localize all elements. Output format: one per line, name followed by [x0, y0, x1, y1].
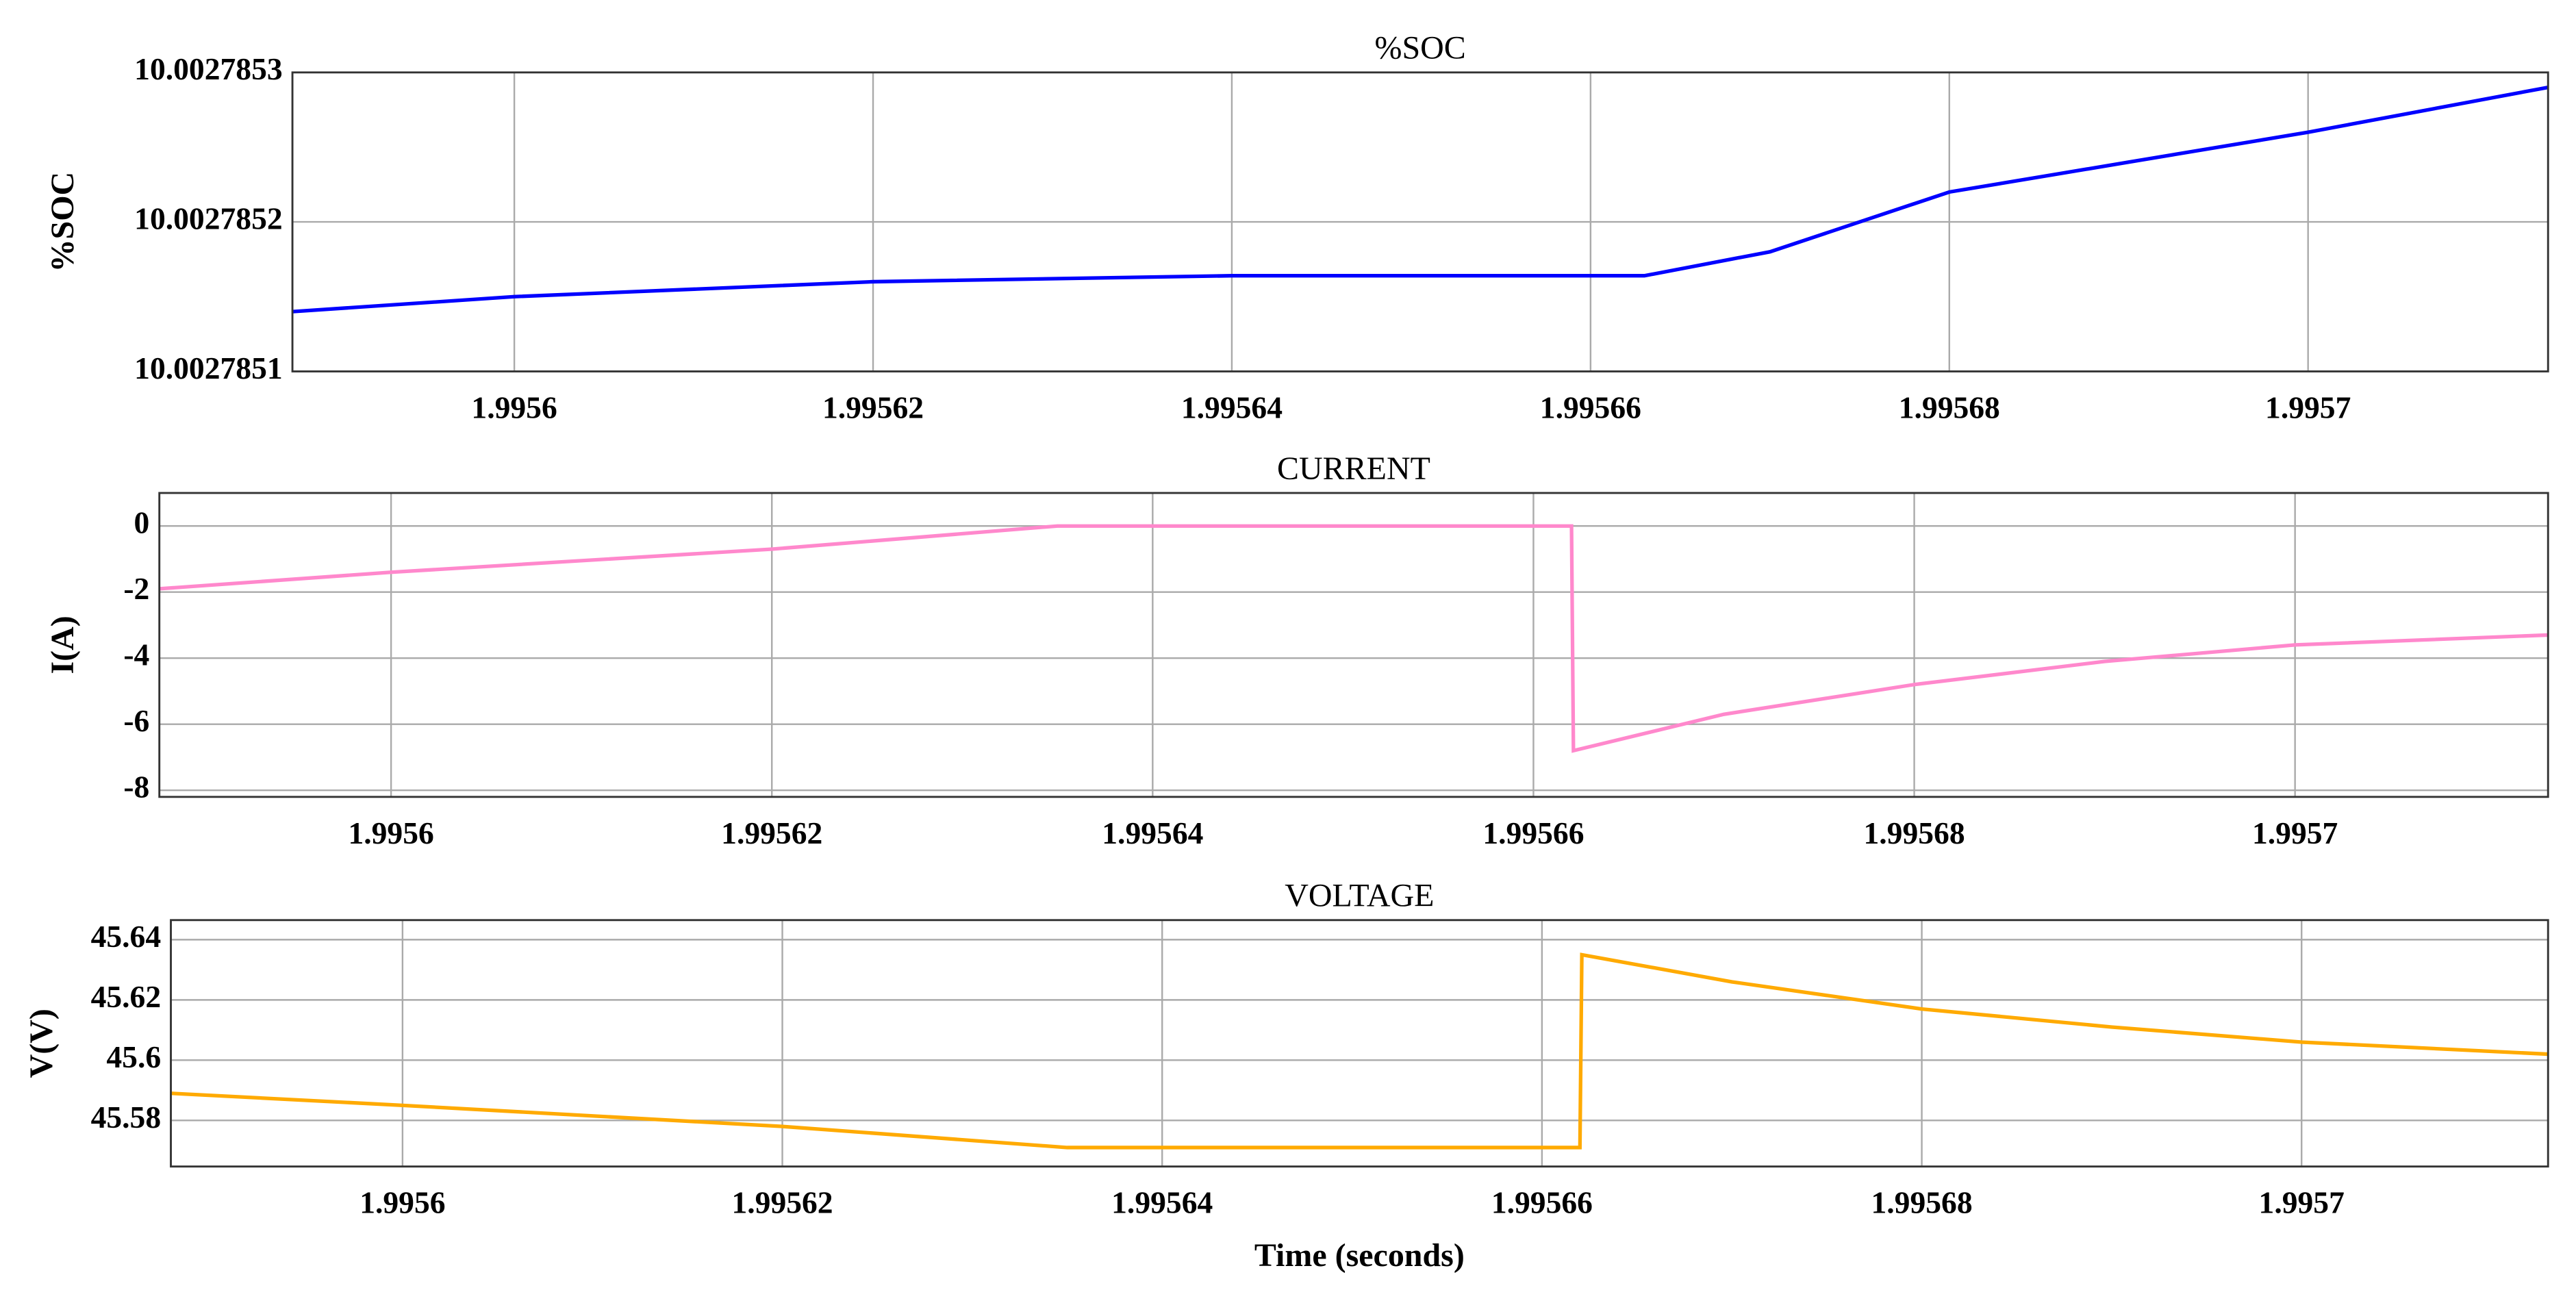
y-tick-label: -4: [123, 637, 149, 672]
y-tick-label: -2: [123, 571, 149, 606]
x-tick-label: 1.9956: [348, 815, 433, 850]
y-tick-label: 0: [134, 505, 150, 540]
y-tick-label: -8: [123, 770, 149, 805]
x-tick-label: 1.99568: [1863, 815, 1965, 850]
x-tick-label: 1.99566: [1540, 390, 1641, 425]
y-tick-label: 45.64: [91, 919, 162, 954]
x-tick-label: 1.99566: [1482, 815, 1584, 850]
y-tick-label: -6: [123, 703, 149, 738]
x-tick-label: 1.99568: [1899, 390, 2000, 425]
chart-title: VOLTAGE: [1285, 878, 1434, 914]
y-axis-label: V(V): [23, 1009, 60, 1078]
x-tick-label: 1.9956: [359, 1185, 445, 1220]
plot-frame: [170, 919, 2549, 1168]
plot-area: [159, 492, 2549, 797]
x-tick-label: 1.9957: [2252, 815, 2338, 850]
x-tick-label: 1.99562: [731, 1185, 833, 1220]
chart-title: CURRENT: [1277, 451, 1430, 487]
y-axis-label: %SOC: [45, 172, 81, 273]
x-tick-label: 1.9957: [2259, 1185, 2345, 1220]
x-axis-label: Time (seconds): [1254, 1237, 1465, 1274]
chart-title: %SOC: [1374, 30, 1465, 66]
y-tick-label: 10.0027853: [134, 51, 282, 86]
y-tick-label: 45.58: [91, 1100, 162, 1135]
y-tick-label: 45.62: [91, 979, 162, 1014]
x-tick-label: 1.99564: [1111, 1185, 1213, 1220]
x-tick-label: 1.9957: [2265, 390, 2351, 425]
x-tick-label: 1.99566: [1491, 1185, 1593, 1220]
x-tick-label: 1.99564: [1181, 390, 1283, 425]
x-tick-label: 1.9956: [471, 390, 557, 425]
y-tick-label: 10.0027851: [134, 351, 282, 385]
y-tick-label: 45.6: [106, 1039, 161, 1074]
x-tick-label: 1.99562: [822, 390, 924, 425]
data-line: [292, 86, 2549, 314]
plot-area: [171, 920, 2549, 1167]
x-tick-label: 1.99568: [1871, 1185, 1972, 1220]
data-line: [171, 952, 2549, 1150]
plot-frame: [158, 492, 2549, 798]
y-axis-label: I(A): [45, 616, 81, 674]
x-tick-label: 1.99562: [721, 815, 822, 850]
data-line: [159, 524, 2549, 753]
x-tick-label: 1.99564: [1102, 815, 1203, 850]
y-tick-label: 10.0027852: [134, 201, 282, 236]
plot-frame: [291, 71, 2549, 372]
